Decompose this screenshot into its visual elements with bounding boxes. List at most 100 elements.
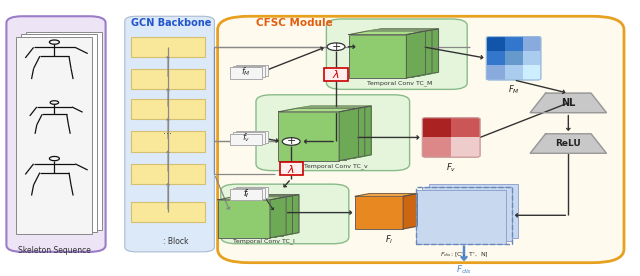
- Text: $\lambda$: $\lambda$: [332, 68, 340, 80]
- Text: $f_M$: $f_M$: [241, 65, 252, 78]
- Text: $F_{dis}$: [C',  T',  N]: $F_{dis}$: [C', T', N]: [440, 250, 488, 259]
- Text: Temporal Conv TC_l: Temporal Conv TC_l: [233, 239, 294, 245]
- Bar: [504, 51, 523, 65]
- Text: $F_{dis}$: $F_{dis}$: [456, 263, 472, 276]
- FancyBboxPatch shape: [230, 189, 262, 200]
- FancyBboxPatch shape: [416, 190, 506, 244]
- Bar: [278, 112, 339, 161]
- Bar: [523, 36, 541, 51]
- FancyBboxPatch shape: [6, 16, 106, 252]
- FancyBboxPatch shape: [233, 132, 265, 144]
- Bar: [451, 118, 480, 137]
- Polygon shape: [406, 31, 426, 78]
- Polygon shape: [285, 107, 365, 111]
- FancyBboxPatch shape: [233, 188, 265, 199]
- Polygon shape: [362, 29, 438, 33]
- Text: CFSC Module: CFSC Module: [256, 18, 333, 28]
- Text: $f_l$: $f_l$: [243, 187, 250, 200]
- Polygon shape: [283, 195, 299, 236]
- Text: +: +: [287, 137, 296, 147]
- FancyBboxPatch shape: [280, 162, 303, 175]
- FancyBboxPatch shape: [486, 36, 541, 80]
- Bar: [355, 34, 413, 77]
- Bar: [131, 202, 205, 222]
- Polygon shape: [349, 31, 426, 35]
- Text: ...: ...: [163, 126, 173, 136]
- FancyBboxPatch shape: [236, 65, 268, 76]
- FancyBboxPatch shape: [236, 187, 268, 198]
- Bar: [486, 36, 504, 51]
- Text: $F_l$: $F_l$: [385, 233, 393, 246]
- Bar: [131, 131, 205, 152]
- Polygon shape: [218, 197, 286, 200]
- Polygon shape: [413, 30, 432, 77]
- FancyBboxPatch shape: [236, 131, 268, 143]
- Polygon shape: [230, 195, 299, 198]
- FancyBboxPatch shape: [230, 134, 262, 145]
- Polygon shape: [339, 108, 358, 161]
- FancyBboxPatch shape: [256, 95, 410, 171]
- Text: GCN Backbone: GCN Backbone: [131, 18, 212, 28]
- Bar: [349, 35, 406, 78]
- Bar: [224, 199, 276, 237]
- Text: $F_M$: $F_M$: [508, 83, 520, 95]
- Text: $f_l$: $f_l$: [243, 187, 250, 200]
- Bar: [486, 65, 504, 80]
- Bar: [131, 36, 205, 57]
- Bar: [285, 111, 346, 160]
- Bar: [218, 200, 270, 238]
- Bar: [486, 51, 504, 65]
- Polygon shape: [278, 108, 358, 112]
- Text: ReLU: ReLU: [556, 139, 581, 148]
- Polygon shape: [419, 29, 438, 76]
- Polygon shape: [224, 196, 292, 199]
- Bar: [131, 99, 205, 119]
- FancyBboxPatch shape: [230, 67, 262, 79]
- Text: : Block: : Block: [163, 237, 189, 246]
- FancyBboxPatch shape: [221, 184, 349, 244]
- FancyBboxPatch shape: [324, 68, 348, 81]
- Polygon shape: [352, 106, 371, 158]
- Polygon shape: [530, 134, 607, 153]
- FancyBboxPatch shape: [233, 188, 265, 199]
- FancyBboxPatch shape: [429, 184, 518, 238]
- Bar: [422, 118, 451, 137]
- FancyBboxPatch shape: [230, 189, 262, 200]
- Text: +: +: [332, 42, 340, 52]
- Bar: [230, 198, 283, 236]
- Bar: [21, 34, 97, 232]
- Text: $F_v$: $F_v$: [446, 162, 456, 174]
- FancyBboxPatch shape: [218, 16, 624, 263]
- FancyBboxPatch shape: [422, 118, 480, 157]
- Text: $\lambda$: $\lambda$: [287, 163, 295, 175]
- Polygon shape: [355, 30, 432, 34]
- Polygon shape: [403, 194, 417, 229]
- Bar: [26, 32, 102, 230]
- Bar: [523, 65, 541, 80]
- Bar: [355, 196, 403, 229]
- Polygon shape: [346, 107, 365, 160]
- Circle shape: [282, 138, 300, 145]
- Polygon shape: [270, 197, 286, 238]
- Bar: [422, 137, 451, 157]
- Bar: [131, 69, 205, 89]
- Text: $f_v$: $f_v$: [242, 132, 251, 144]
- FancyBboxPatch shape: [125, 16, 214, 252]
- Text: Skeleton Sequence: Skeleton Sequence: [18, 246, 91, 255]
- Bar: [451, 137, 480, 157]
- Bar: [16, 36, 92, 234]
- Bar: [291, 110, 352, 158]
- Bar: [362, 33, 419, 76]
- Bar: [504, 36, 523, 51]
- Polygon shape: [291, 106, 371, 110]
- Text: Temporal Conv TC_M: Temporal Conv TC_M: [367, 80, 433, 86]
- Bar: [504, 65, 523, 80]
- Polygon shape: [530, 93, 607, 113]
- Polygon shape: [276, 196, 292, 237]
- Bar: [131, 164, 205, 184]
- Bar: [523, 51, 541, 65]
- Text: Temporal Conv TC_v: Temporal Conv TC_v: [304, 163, 368, 169]
- FancyBboxPatch shape: [233, 66, 265, 78]
- Circle shape: [327, 43, 345, 51]
- FancyBboxPatch shape: [422, 187, 512, 241]
